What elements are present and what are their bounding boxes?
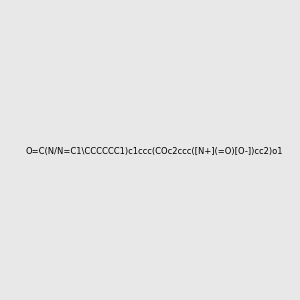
Text: O=C(N/N=C1\CCCCCC1)c1ccc(COc2ccc([N+](=O)[O-])cc2)o1: O=C(N/N=C1\CCCCCC1)c1ccc(COc2ccc([N+](=O… [25, 147, 283, 156]
